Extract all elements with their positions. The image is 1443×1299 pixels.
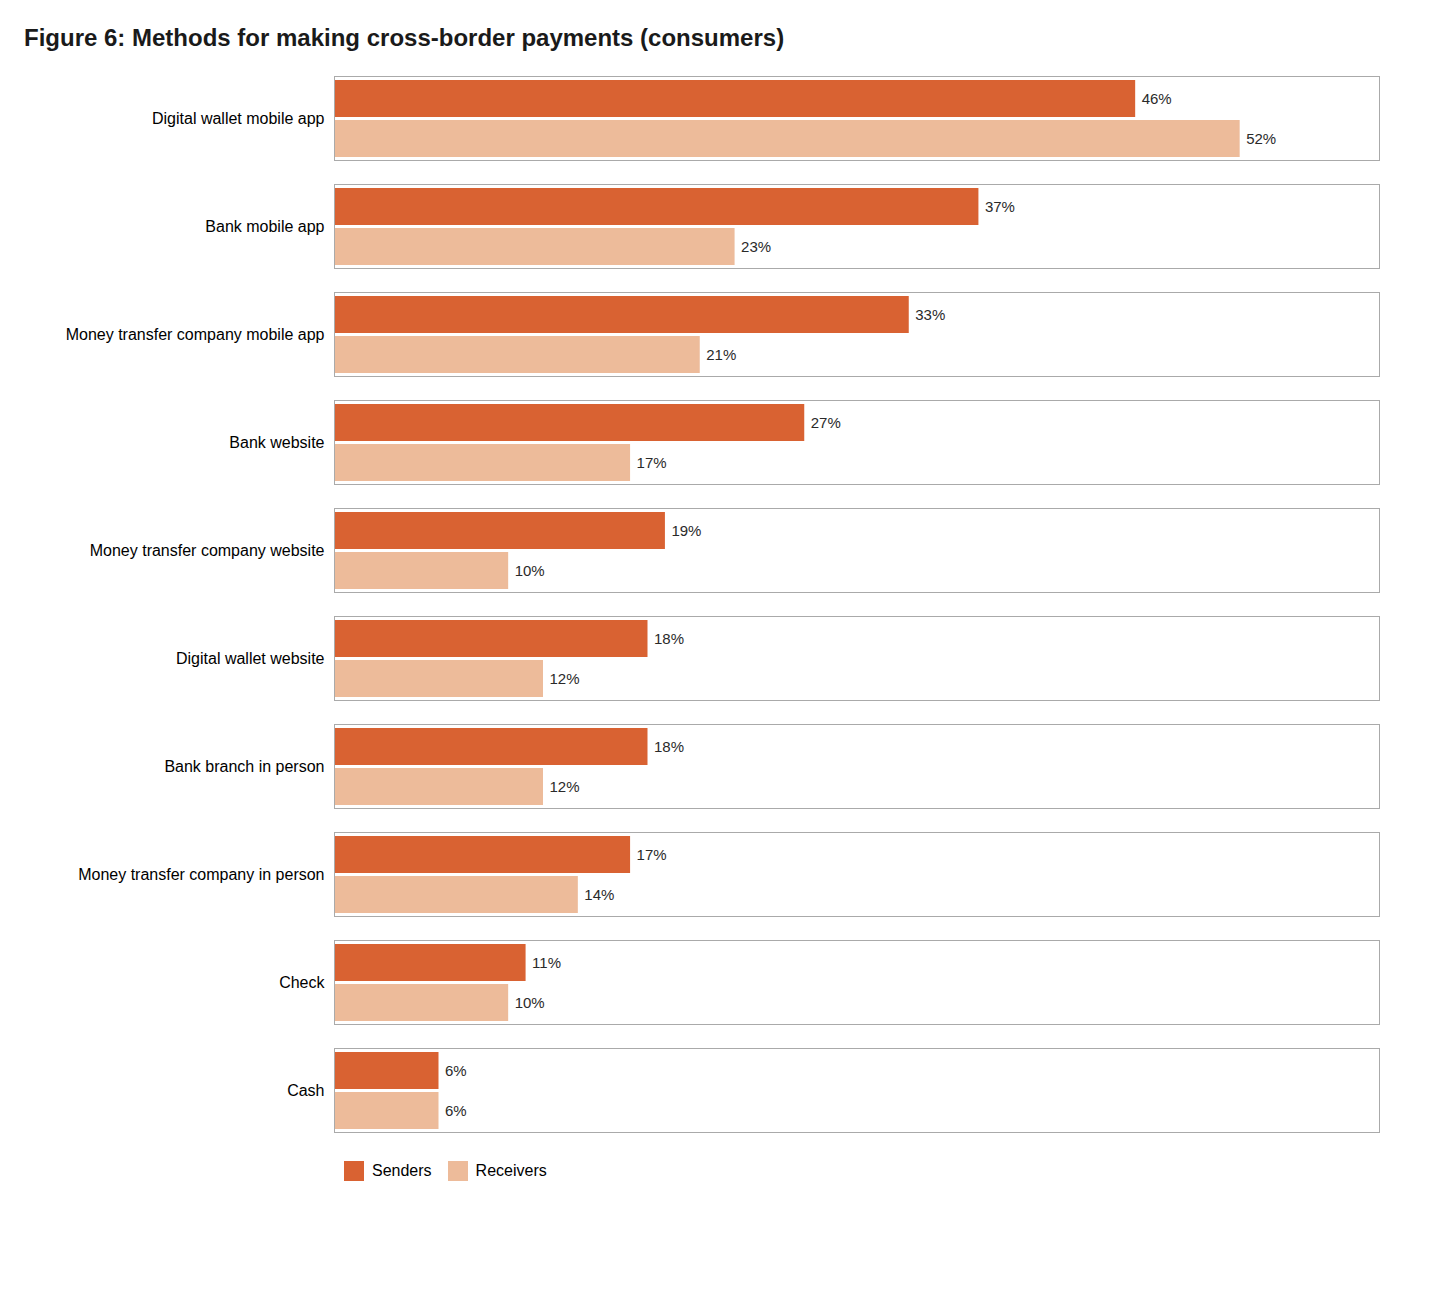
svg-text:Cash: Cash	[287, 1082, 324, 1099]
svg-text:14%: 14%	[584, 886, 614, 903]
svg-text:27%: 27%	[811, 414, 841, 431]
svg-text:Check: Check	[279, 974, 325, 991]
svg-text:18%: 18%	[654, 630, 684, 647]
svg-text:12%: 12%	[550, 670, 580, 687]
svg-text:Bank website: Bank website	[229, 434, 324, 451]
svg-text:Bank branch in person: Bank branch in person	[164, 758, 324, 775]
svg-text:33%: 33%	[915, 306, 945, 323]
html-text:Senders: Senders	[372, 1161, 432, 1179]
svg-text:17%: 17%	[637, 454, 667, 471]
html-text:Receivers: Receivers	[475, 1161, 547, 1179]
svg-text:37%: 37%	[985, 198, 1015, 215]
svg-text:19%: 19%	[671, 522, 701, 539]
svg-text:12%: 12%	[550, 778, 580, 795]
svg-text:17%: 17%	[637, 846, 667, 863]
svg-text:52%: 52%	[1246, 130, 1276, 147]
svg-text:Digital wallet website: Digital wallet website	[176, 650, 325, 667]
svg-text:Digital wallet mobile app: Digital wallet mobile app	[152, 110, 325, 127]
html-text:Figure 6: Methods for making c: Figure 6: Methods for making cross-borde…	[24, 24, 785, 51]
svg-text:11%: 11%	[532, 954, 561, 971]
svg-text:21%: 21%	[706, 346, 736, 363]
svg-text:18%: 18%	[654, 738, 684, 755]
svg-text:Money transfer company in pers: Money transfer company in person	[78, 866, 324, 883]
svg-text:Money transfer company website: Money transfer company website	[90, 542, 325, 559]
svg-text:6%: 6%	[445, 1062, 467, 1079]
svg-text:46%: 46%	[1142, 90, 1172, 107]
svg-text:Money transfer company mobile: Money transfer company mobile app	[66, 326, 325, 343]
svg-text:23%: 23%	[741, 238, 771, 255]
svg-text:Bank mobile app: Bank mobile app	[205, 218, 324, 235]
svg-text:10%: 10%	[515, 994, 545, 1011]
svg-text:6%: 6%	[445, 1102, 467, 1119]
svg-text:10%: 10%	[515, 562, 545, 579]
